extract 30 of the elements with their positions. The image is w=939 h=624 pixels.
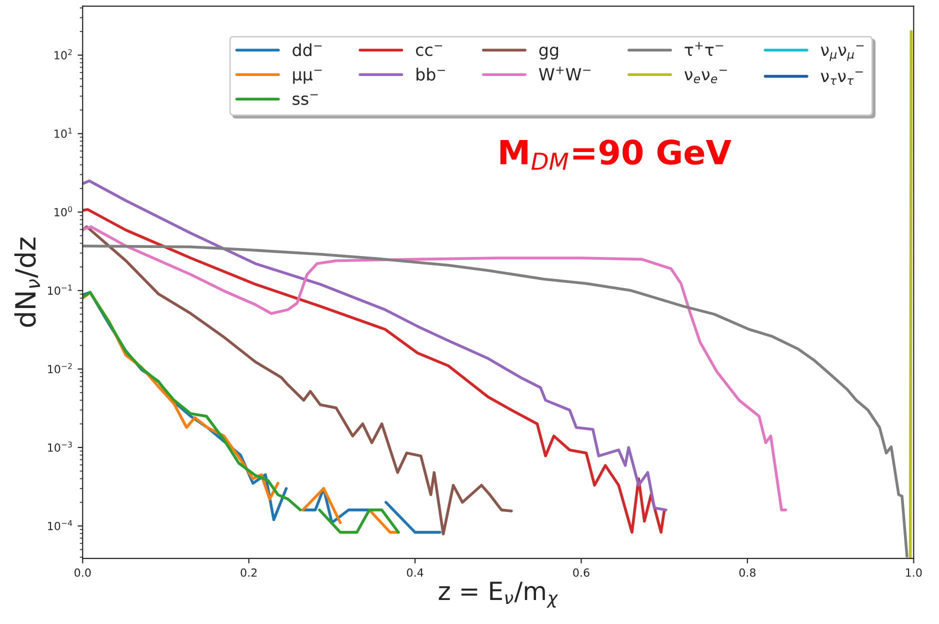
legend-label: τ$^{+}$τ$^{−}$ [684,42,724,56]
legend-label: W$^{+}$W$^{−}$ [538,66,590,80]
line-series [82,244,908,558]
x-tick-label: 0.0 [74,568,91,577]
y-tick-label: 10$^{−4}$ [48,520,72,530]
line-series [82,225,513,536]
x-tick-label: 1.0 [906,568,922,577]
line-series [82,225,788,512]
x-axis-title: z = E$_{ν}$/m$_{χ}$ [438,582,558,608]
x-tick-label: 0.4 [406,568,424,577]
y-tick-label: 10$^{1}$ [54,128,72,138]
legend-label: μμ$^{−}$ [293,70,322,84]
legend-label: bb$^{−}$ [416,68,445,81]
x-tick-label: 0.8 [739,568,756,577]
y-tick-label: 10$^{0}$ [54,206,72,216]
annotation: M$_{DM}$=90 GeV [500,140,732,170]
y-tick-label: 10$^{−1}$ [48,284,72,295]
legend-label: dd$^{−}$ [292,43,322,56]
x-tick-label: 0.2 [240,568,257,577]
y-tick-label: 10$^{−3}$ [48,442,72,452]
legend-label: ss$^{−}$ [292,94,318,106]
legend-label: cc$^{−}$ [416,45,442,56]
y-tick-label: 10$^{2}$ [54,49,72,60]
legend-label: ν$_{τ}$ν$_{τ}$$^{−}$ [820,71,863,85]
y-axis-title: dN$_{ν}$/dz [14,238,40,327]
legend-label: ν$_{e}$ν$_{e}$$^{−}$ [684,70,727,84]
legend-label: ν$_{μ}$ν$_{μ}$$^{−}$ [820,45,864,62]
legend-label: gg [539,46,558,60]
y-tick-label: 10$^{−2}$ [48,363,72,374]
x-tick-label: 0.6 [573,568,590,577]
